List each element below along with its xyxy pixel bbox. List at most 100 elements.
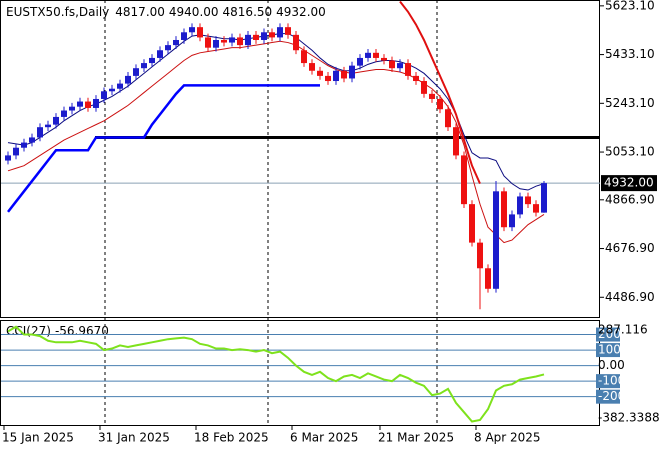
candle-body bbox=[413, 75, 419, 82]
candle-body bbox=[501, 191, 507, 228]
candle-body bbox=[349, 65, 355, 79]
header-close: 4932.00 bbox=[276, 5, 326, 19]
y-tick-label: -200 bbox=[598, 389, 625, 403]
header-low: 4816.50 bbox=[223, 5, 273, 19]
y-limit-label: 287.116 bbox=[598, 323, 648, 337]
candle-body bbox=[229, 37, 235, 43]
candle-body bbox=[421, 81, 427, 94]
candle-body bbox=[77, 101, 83, 107]
last-price-label: 4932.00 bbox=[604, 176, 654, 190]
candle-body bbox=[301, 50, 307, 64]
price-panel-frame bbox=[0, 0, 600, 318]
candle-body bbox=[317, 70, 323, 76]
candle-body bbox=[389, 60, 395, 69]
candle-body bbox=[53, 116, 59, 125]
candle-body bbox=[165, 45, 171, 51]
y-tick-label: 5433.10 bbox=[605, 47, 655, 61]
candle-body bbox=[509, 214, 515, 228]
x-tick-label: 21 Mar 2025 bbox=[378, 431, 454, 445]
candle-body bbox=[21, 142, 27, 148]
level-label-box bbox=[596, 389, 620, 404]
y-limit-label: -382.3388 bbox=[598, 411, 660, 425]
candle-body bbox=[309, 63, 315, 71]
candle-body bbox=[237, 37, 243, 46]
candle-body bbox=[93, 98, 99, 108]
x-tick-label: 6 Mar 2025 bbox=[290, 431, 358, 445]
candle-body bbox=[357, 57, 363, 66]
y-tick-label: 5053.10 bbox=[605, 145, 655, 159]
candle-body bbox=[429, 93, 435, 99]
x-tick-label: 15 Jan 2025 bbox=[2, 431, 74, 445]
y-tick-label: -100 bbox=[598, 374, 625, 388]
candle-body bbox=[69, 106, 75, 111]
chart-header: EUSTX50.fs,Daily 4817.00 4940.00 4816.50 493… bbox=[6, 5, 326, 19]
candle-body bbox=[101, 91, 107, 99]
candle-body bbox=[213, 39, 219, 48]
candle-body bbox=[365, 52, 371, 58]
y-tick-label: 4676.90 bbox=[605, 241, 655, 255]
candle-body bbox=[493, 191, 499, 289]
candle-body bbox=[245, 34, 251, 46]
y-tick-label: 5623.10 bbox=[605, 0, 655, 12]
candle-body bbox=[197, 27, 203, 38]
candle-body bbox=[269, 32, 275, 38]
candle-body bbox=[453, 127, 459, 156]
candle-body bbox=[485, 268, 491, 289]
last-price-box bbox=[601, 175, 657, 192]
y-tick-label: 0.00 bbox=[598, 358, 625, 372]
candle-body bbox=[261, 32, 267, 40]
candle-body bbox=[61, 110, 67, 117]
candle-body bbox=[397, 63, 403, 69]
candle-body bbox=[205, 37, 211, 48]
level-label-box bbox=[596, 343, 620, 358]
candle-body bbox=[405, 63, 411, 76]
indicator-line bbox=[399, 0, 481, 185]
candle-body bbox=[45, 124, 51, 128]
cci-header: CCI(27) -56.9670 bbox=[6, 324, 109, 338]
candle-body bbox=[277, 27, 283, 38]
x-tick-label: 8 Apr 2025 bbox=[474, 431, 541, 445]
candle-body bbox=[325, 75, 331, 82]
symbol-title: EUSTX50.fs,Daily bbox=[6, 5, 109, 19]
candle-body bbox=[5, 155, 11, 161]
candle-body bbox=[525, 196, 531, 205]
candle-body bbox=[13, 147, 19, 156]
cci-panel-frame bbox=[0, 320, 600, 426]
candle-body bbox=[541, 183, 547, 213]
candle-body bbox=[445, 109, 451, 128]
candle-body bbox=[189, 27, 195, 33]
candle-body bbox=[173, 39, 179, 46]
header-open: 4817.00 bbox=[115, 5, 165, 19]
y-tick-label: 100 bbox=[598, 343, 621, 357]
candle-body bbox=[253, 34, 259, 40]
candle-body bbox=[437, 98, 443, 110]
y-tick-label: 4486.90 bbox=[605, 290, 655, 304]
candle-body bbox=[149, 57, 155, 64]
candle-body bbox=[109, 88, 115, 92]
candle-body bbox=[517, 196, 523, 215]
candle-body bbox=[381, 57, 387, 61]
candle-body bbox=[469, 204, 475, 243]
candle-body bbox=[37, 127, 43, 138]
y-tick-label: 5243.10 bbox=[605, 96, 655, 110]
indicator-line bbox=[7, 40, 545, 244]
level-label-box bbox=[596, 327, 620, 342]
x-tick-label: 31 Jan 2025 bbox=[98, 431, 170, 445]
candle-body bbox=[461, 155, 467, 205]
indicator-line bbox=[7, 84, 320, 213]
y-tick-label: 4866.90 bbox=[605, 192, 655, 206]
candle-body bbox=[117, 83, 123, 89]
header-high: 4940.00 bbox=[169, 5, 219, 19]
candle-body bbox=[85, 101, 91, 108]
candle-body bbox=[221, 39, 227, 43]
cci-last-value: -56.9670 bbox=[55, 324, 109, 338]
level-label-box bbox=[596, 374, 620, 389]
candle-body bbox=[157, 50, 163, 58]
candle-body bbox=[133, 68, 139, 76]
candle-body bbox=[141, 63, 147, 69]
candle-body bbox=[477, 242, 483, 269]
candle-body bbox=[285, 27, 291, 35]
cci-line bbox=[7, 325, 545, 423]
